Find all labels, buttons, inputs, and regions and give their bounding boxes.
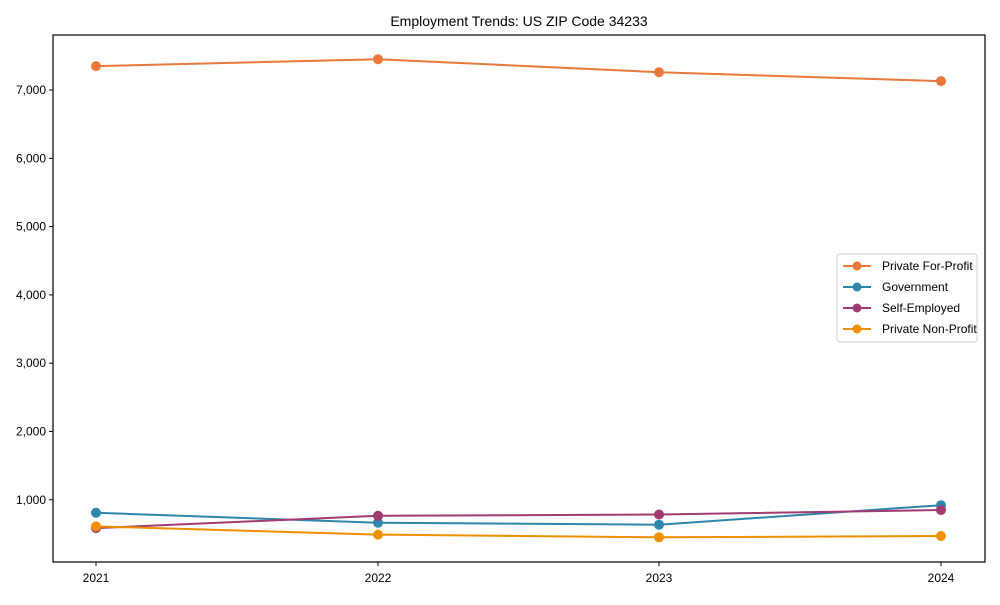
series-private-for-profit [91,54,946,87]
x-tick-label: 2023 [646,571,673,585]
data-point-marker [373,54,383,65]
legend-item: Private For-Profit [843,259,973,273]
legend-label: Private Non-Profit [882,322,977,336]
data-point-marker [654,509,664,520]
plot-area-frame [52,34,986,563]
x-tick-label: 2024 [928,571,955,585]
data-point-marker [936,76,946,87]
y-tick-label: 5,000 [16,220,46,234]
legend-label: Self-Employed [882,301,960,315]
legend-label: Government [882,280,949,294]
y-tick-label: 4,000 [16,288,46,302]
y-tick-label: 6,000 [16,151,46,165]
legend-item: Government [843,280,949,294]
legend-label: Private For-Profit [882,259,973,273]
series-line [95,525,942,539]
y-axis: 1,000 2,000 3,000 4,000 5,000 6,000 7,000 [16,83,53,507]
legend-box [836,253,978,343]
data-point-marker [91,507,101,518]
data-point-marker [373,529,383,540]
y-tick-label: 7,000 [16,83,46,97]
chart-title: Employment Trends: US ZIP Code 34233 [390,13,648,29]
legend-marker-icon [852,324,862,334]
data-point-marker [373,517,383,528]
data-point-marker [91,61,101,72]
x-tick-label: 2022 [365,571,392,585]
legend-marker-icon [852,282,862,292]
y-tick-label: 2,000 [16,424,46,438]
x-axis: 2021 2022 2023 2024 [83,562,955,585]
series-private-non-profit [91,521,946,543]
y-tick-label: 1,000 [16,493,46,507]
data-point-marker [936,505,946,515]
series-layer [91,54,946,543]
x-tick-label: 2021 [83,571,110,585]
series-line [95,58,942,83]
data-point-marker [936,531,946,541]
legend-item: Self-Employed [843,301,960,315]
series-line [95,509,942,530]
data-point-marker [91,521,101,532]
series-self-employed [91,505,946,534]
data-point-marker [654,519,664,530]
y-tick-label: 3,000 [16,356,46,370]
data-point-marker [654,67,664,78]
series-line [95,504,942,526]
legend-marker-icon [852,261,862,271]
legend-item: Private Non-Profit [843,322,977,336]
data-point-marker [373,510,383,521]
legend: Private For-Profit Government Self-Employe… [836,253,978,343]
legend-marker-icon [852,303,862,313]
data-point-marker [654,532,664,543]
